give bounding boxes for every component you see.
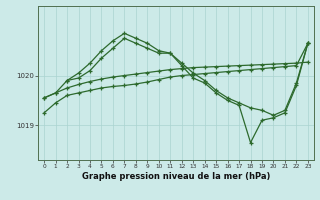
- X-axis label: Graphe pression niveau de la mer (hPa): Graphe pression niveau de la mer (hPa): [82, 172, 270, 181]
